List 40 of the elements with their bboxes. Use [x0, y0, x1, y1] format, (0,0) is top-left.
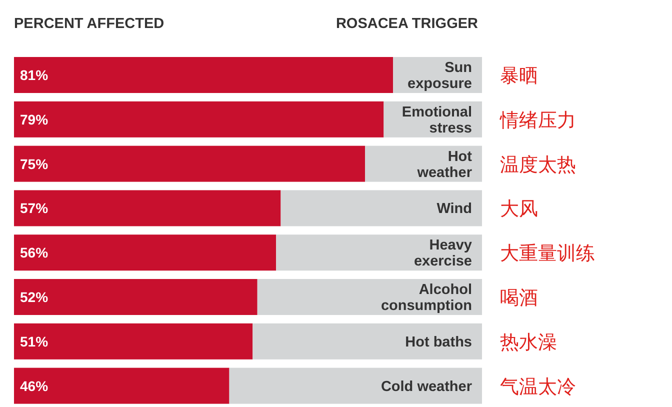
bar	[257, 279, 482, 315]
bar	[14, 57, 394, 93]
data-label: 56%	[20, 244, 49, 261]
bar	[14, 323, 253, 360]
text: 气温太冷	[500, 376, 576, 398]
text: 热水澡	[500, 332, 557, 354]
text: 情绪压力	[499, 110, 576, 132]
bar	[276, 234, 482, 271]
y-tick-label: Alcohol consumption	[380, 282, 472, 314]
text: 大风	[500, 199, 538, 220]
y-axis-title: ROSACEA TRIGGER	[336, 16, 479, 32]
text: 暴晒	[500, 66, 538, 87]
bar	[229, 368, 482, 404]
bar	[280, 190, 482, 226]
y-tick-label: Emotional stress	[402, 104, 472, 136]
data-label: 79%	[20, 111, 49, 128]
data-label: 52%	[20, 289, 49, 305]
text: 喝酒	[500, 288, 538, 309]
data-label: 81%	[20, 67, 49, 83]
data-label: 51%	[20, 333, 49, 350]
y-tick-label: Cold weather	[380, 378, 472, 395]
y-tick-label: Wind	[436, 201, 472, 218]
bar	[14, 368, 230, 404]
bar	[14, 234, 276, 271]
y-tick-label: Sun exposure	[408, 60, 472, 92]
data-label: 57%	[20, 200, 49, 216]
data-label: 75%	[20, 156, 49, 172]
x-axis-title: PERCENT AFFECTED	[14, 16, 164, 32]
text: 大重量训练	[500, 244, 595, 265]
y-tick-label: Hot weather	[416, 148, 472, 181]
y-tick-label: Hot baths	[405, 334, 472, 350]
bar	[252, 323, 482, 360]
bar	[14, 190, 281, 226]
bar	[14, 279, 258, 315]
bar	[14, 101, 384, 138]
bar	[365, 146, 482, 182]
bar	[14, 146, 365, 182]
y-tick-label: Heavy exercise	[414, 238, 472, 270]
data-label: 46%	[20, 378, 49, 394]
text: 温度太热	[500, 154, 576, 176]
